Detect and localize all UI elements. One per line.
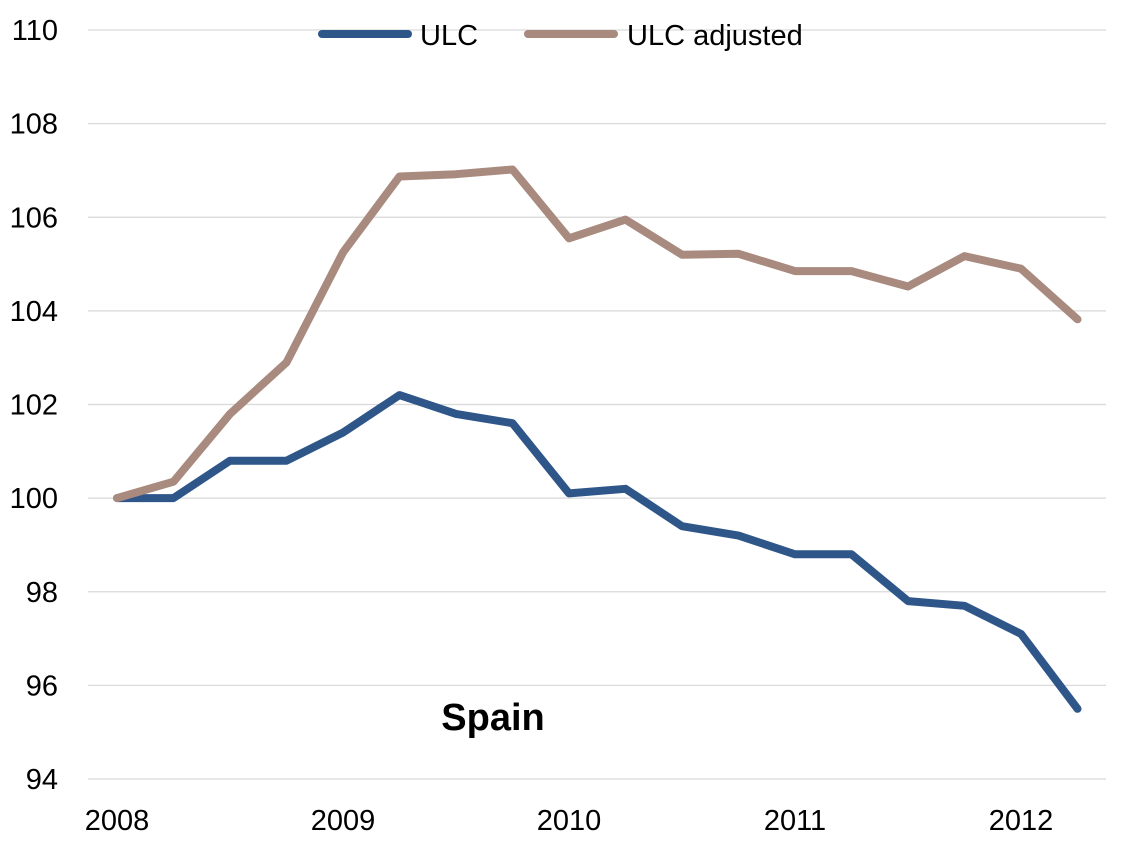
x-tick-label: 2010	[537, 805, 602, 837]
y-tick-label: 108	[10, 109, 58, 141]
y-tick-label: 100	[10, 483, 58, 515]
y-tick-label: 98	[26, 577, 58, 609]
legend: ULC ULC adjusted	[318, 20, 803, 52]
y-tick-label: 94	[26, 764, 58, 796]
legend-label-ulc: ULC	[420, 20, 478, 52]
y-tick-label: 102	[10, 390, 58, 422]
x-tick-label: 2011	[764, 805, 826, 837]
series-lines	[113, 165, 1082, 713]
legend-item-ulc: ULC	[318, 20, 478, 52]
legend-item-ulc-adjusted: ULC adjusted	[524, 20, 803, 52]
y-tick-label: 106	[10, 202, 58, 234]
x-tick-label: 2009	[311, 805, 376, 837]
y-tick-label: 96	[26, 670, 58, 702]
series-line-ulc-adjusted	[113, 165, 1082, 503]
legend-label-ulc-adjusted: ULC adjusted	[627, 20, 803, 52]
series-line-ulc	[113, 391, 1082, 713]
chart-annotation-country: Spain	[441, 697, 544, 739]
x-axis-tick-labels: 2008 2009 2010 2011 2012	[85, 805, 1054, 837]
x-tick-label: 2008	[85, 805, 150, 837]
y-axis-tick-labels: 94 96 98 100 102 104 106 108 110	[10, 15, 58, 796]
y-tick-label: 104	[10, 296, 58, 328]
x-tick-label: 2012	[989, 805, 1054, 837]
y-tick-label: 110	[12, 15, 58, 47]
